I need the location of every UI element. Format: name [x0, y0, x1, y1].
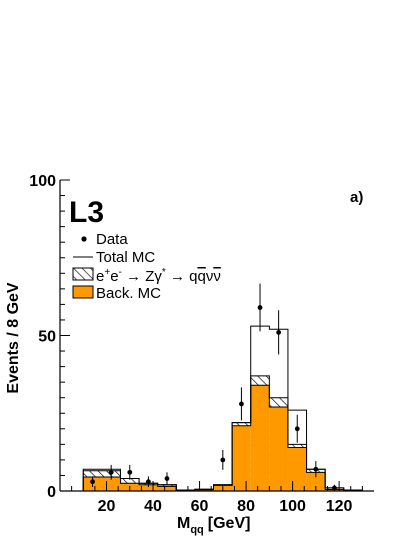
- x-tick-label: 80: [237, 498, 255, 515]
- legend-background-swatch: [72, 285, 94, 299]
- legend: Data Total MC e+e- → Zγ* → qqνν Back. MC: [72, 231, 221, 302]
- experiment-label: L3: [69, 196, 104, 229]
- data-point: [257, 305, 263, 310]
- legend-signal-swatch: [72, 267, 94, 281]
- x-tick-label: 120: [326, 498, 353, 515]
- background-bar: [232, 425, 251, 491]
- y-axis-title: Events / 8 GeV: [5, 282, 22, 393]
- background-mc-bars: [83, 385, 363, 491]
- background-bar: [139, 484, 158, 491]
- legend-data-label: Data: [96, 231, 128, 248]
- x-axis-title-main: M: [177, 515, 190, 532]
- data-point: [164, 476, 170, 481]
- data-point: [90, 479, 95, 485]
- data-point: [239, 401, 244, 407]
- total-mc-outline: [82, 325, 363, 491]
- x-tick-label: 60: [191, 498, 209, 515]
- legend-data-marker: [81, 236, 87, 242]
- legend-signal-label: e+e- → Zγ* → qqνν: [96, 267, 221, 285]
- x-axis-title: Mqq [GeV]: [177, 515, 250, 536]
- background-bar: [194, 489, 214, 491]
- x-tick-label: 40: [144, 498, 162, 515]
- data-point: [145, 479, 151, 485]
- panel-label: a): [350, 189, 363, 206]
- legend-total-mc-label: Total MC: [96, 249, 155, 266]
- x-axis-title-unit: [GeV]: [208, 515, 251, 532]
- data-point: [313, 466, 319, 472]
- histogram-step: [82, 384, 363, 491]
- background-bar: [157, 486, 177, 491]
- x-tick-label: 20: [98, 498, 116, 515]
- background-bar: [287, 447, 307, 491]
- background-bar: [250, 385, 270, 491]
- data-point: [220, 457, 226, 463]
- data-points: [90, 283, 337, 491]
- background-bar: [306, 472, 326, 491]
- ticks: 20 40 60 80 100 120 0 50 100: [29, 173, 363, 515]
- data-point: [294, 426, 300, 432]
- x-axis-title-sub: qq: [190, 524, 203, 536]
- y-tick-label: 0: [47, 484, 56, 501]
- y-tick-label: 100: [29, 173, 56, 190]
- data-point: [332, 485, 337, 491]
- data-point: [108, 469, 114, 475]
- axes: [59, 180, 374, 492]
- x-tick-label: 100: [279, 498, 306, 515]
- background-bar: [269, 407, 288, 491]
- data-point: [127, 469, 133, 475]
- y-tick-label: 50: [38, 329, 56, 346]
- legend-background-label: Back. MC: [96, 285, 161, 302]
- data-point: [276, 329, 282, 335]
